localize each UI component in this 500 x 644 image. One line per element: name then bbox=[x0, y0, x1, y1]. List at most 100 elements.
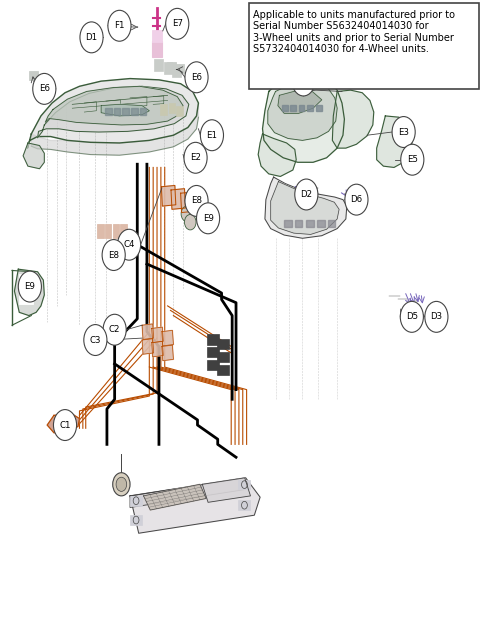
Polygon shape bbox=[180, 192, 195, 213]
Circle shape bbox=[80, 22, 103, 53]
Circle shape bbox=[108, 10, 131, 41]
Bar bbox=[389, 291, 400, 301]
Circle shape bbox=[292, 65, 315, 96]
Circle shape bbox=[392, 117, 415, 147]
Bar bbox=[217, 365, 229, 375]
Polygon shape bbox=[28, 79, 198, 148]
Circle shape bbox=[184, 214, 196, 230]
Text: E9: E9 bbox=[202, 214, 213, 223]
Text: C1: C1 bbox=[60, 421, 71, 430]
Circle shape bbox=[33, 73, 56, 104]
Text: E2: E2 bbox=[190, 153, 201, 162]
Bar bbox=[98, 224, 103, 238]
Bar bbox=[317, 220, 324, 227]
Text: D2: D2 bbox=[300, 190, 312, 199]
Bar bbox=[20, 285, 33, 293]
Polygon shape bbox=[46, 86, 183, 125]
Bar bbox=[172, 66, 181, 77]
Bar bbox=[238, 480, 250, 489]
Bar bbox=[207, 334, 219, 345]
Text: E9: E9 bbox=[24, 282, 36, 291]
Polygon shape bbox=[47, 413, 80, 433]
Circle shape bbox=[116, 477, 126, 491]
Polygon shape bbox=[162, 345, 173, 361]
Text: F1: F1 bbox=[114, 21, 124, 30]
Circle shape bbox=[345, 184, 368, 215]
Text: E8: E8 bbox=[108, 251, 119, 260]
Circle shape bbox=[200, 120, 224, 151]
Text: E6: E6 bbox=[191, 73, 202, 82]
Polygon shape bbox=[152, 341, 164, 357]
Polygon shape bbox=[270, 182, 339, 234]
Bar bbox=[306, 220, 314, 227]
Bar bbox=[120, 224, 126, 238]
Circle shape bbox=[18, 271, 42, 302]
Bar bbox=[20, 296, 33, 304]
Bar bbox=[284, 220, 292, 227]
Polygon shape bbox=[130, 478, 260, 533]
Text: E1: E1 bbox=[206, 131, 218, 140]
Text: E7: E7 bbox=[172, 19, 183, 28]
Bar bbox=[217, 352, 229, 362]
Bar bbox=[176, 106, 183, 116]
Bar bbox=[81, 30, 96, 46]
Bar bbox=[167, 62, 176, 71]
Bar bbox=[140, 108, 146, 115]
Text: E5: E5 bbox=[407, 155, 418, 164]
Bar bbox=[131, 108, 138, 115]
Circle shape bbox=[166, 8, 189, 39]
Circle shape bbox=[401, 144, 424, 175]
Polygon shape bbox=[376, 116, 412, 167]
Bar bbox=[154, 59, 163, 71]
Bar bbox=[207, 347, 219, 357]
Polygon shape bbox=[265, 177, 347, 238]
Polygon shape bbox=[171, 189, 186, 209]
Text: D1: D1 bbox=[86, 33, 98, 42]
Text: C4: C4 bbox=[124, 240, 135, 249]
Polygon shape bbox=[332, 90, 374, 148]
Circle shape bbox=[400, 301, 423, 332]
Bar bbox=[328, 220, 335, 227]
Text: C2: C2 bbox=[109, 325, 120, 334]
Circle shape bbox=[196, 203, 220, 234]
Polygon shape bbox=[162, 330, 173, 346]
Bar bbox=[168, 103, 175, 113]
Polygon shape bbox=[38, 86, 189, 138]
Bar bbox=[290, 105, 296, 111]
Bar bbox=[114, 108, 120, 115]
Polygon shape bbox=[278, 91, 322, 113]
Bar bbox=[130, 515, 142, 525]
Circle shape bbox=[181, 206, 192, 222]
Circle shape bbox=[118, 229, 141, 260]
Bar bbox=[406, 296, 417, 307]
Polygon shape bbox=[262, 76, 344, 162]
Circle shape bbox=[84, 325, 107, 355]
Bar bbox=[130, 496, 142, 506]
Text: C3: C3 bbox=[90, 336, 101, 345]
Text: E6: E6 bbox=[39, 84, 50, 93]
Circle shape bbox=[185, 185, 208, 216]
Circle shape bbox=[103, 314, 126, 345]
Circle shape bbox=[102, 240, 125, 270]
Bar bbox=[112, 224, 119, 238]
Circle shape bbox=[184, 142, 207, 173]
Text: D5: D5 bbox=[406, 312, 418, 321]
Bar bbox=[295, 220, 302, 227]
Circle shape bbox=[295, 179, 318, 210]
Bar bbox=[398, 294, 408, 304]
Polygon shape bbox=[32, 103, 198, 155]
Bar bbox=[160, 104, 166, 115]
Polygon shape bbox=[162, 185, 176, 206]
Polygon shape bbox=[130, 478, 246, 507]
Polygon shape bbox=[142, 339, 154, 354]
Bar bbox=[152, 41, 162, 57]
Polygon shape bbox=[202, 478, 250, 502]
Polygon shape bbox=[268, 82, 337, 140]
Bar bbox=[176, 64, 184, 73]
Text: E4: E4 bbox=[298, 76, 309, 85]
FancyBboxPatch shape bbox=[248, 3, 480, 89]
Polygon shape bbox=[142, 324, 154, 339]
Bar bbox=[122, 108, 129, 115]
Bar bbox=[105, 224, 112, 238]
Bar bbox=[29, 71, 38, 80]
